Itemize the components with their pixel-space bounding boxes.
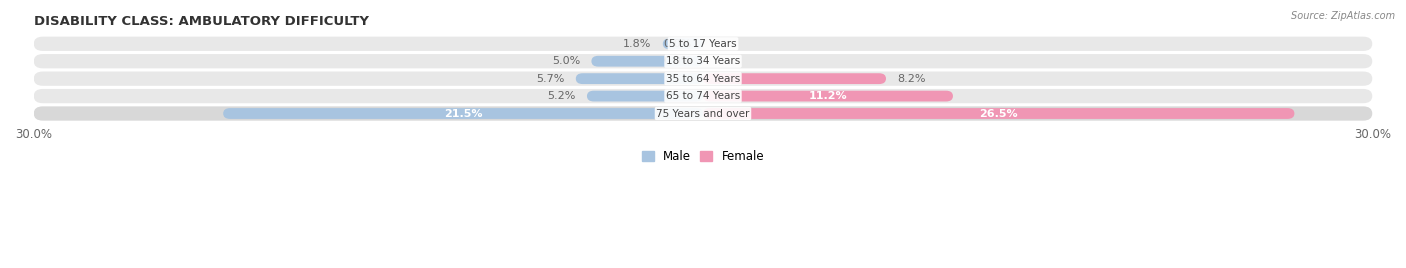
Text: 5.0%: 5.0% [553,56,581,66]
Text: DISABILITY CLASS: AMBULATORY DIFFICULTY: DISABILITY CLASS: AMBULATORY DIFFICULTY [34,15,368,28]
Text: 75 Years and over: 75 Years and over [657,109,749,118]
FancyBboxPatch shape [703,108,1295,119]
FancyBboxPatch shape [703,73,886,84]
FancyBboxPatch shape [34,106,1372,121]
Text: 26.5%: 26.5% [980,109,1018,118]
Text: 8.2%: 8.2% [897,74,925,84]
FancyBboxPatch shape [224,108,703,119]
Text: 18 to 34 Years: 18 to 34 Years [666,56,740,66]
Text: 21.5%: 21.5% [444,109,482,118]
FancyBboxPatch shape [34,54,1372,68]
FancyBboxPatch shape [586,91,703,102]
Text: Source: ZipAtlas.com: Source: ZipAtlas.com [1291,11,1395,21]
FancyBboxPatch shape [662,38,703,49]
Legend: Male, Female: Male, Female [637,146,769,168]
Text: 35 to 64 Years: 35 to 64 Years [666,74,740,84]
Text: 0.0%: 0.0% [664,56,692,66]
FancyBboxPatch shape [34,37,1372,51]
FancyBboxPatch shape [34,72,1372,86]
Text: 5.2%: 5.2% [547,91,576,101]
FancyBboxPatch shape [576,73,703,84]
Text: 0.0%: 0.0% [664,39,692,49]
Text: 65 to 74 Years: 65 to 74 Years [666,91,740,101]
Text: 11.2%: 11.2% [808,91,848,101]
FancyBboxPatch shape [34,89,1372,103]
Text: 5 to 17 Years: 5 to 17 Years [669,39,737,49]
Text: 1.8%: 1.8% [623,39,651,49]
FancyBboxPatch shape [703,91,953,102]
Text: 5.7%: 5.7% [536,74,565,84]
FancyBboxPatch shape [592,56,703,67]
